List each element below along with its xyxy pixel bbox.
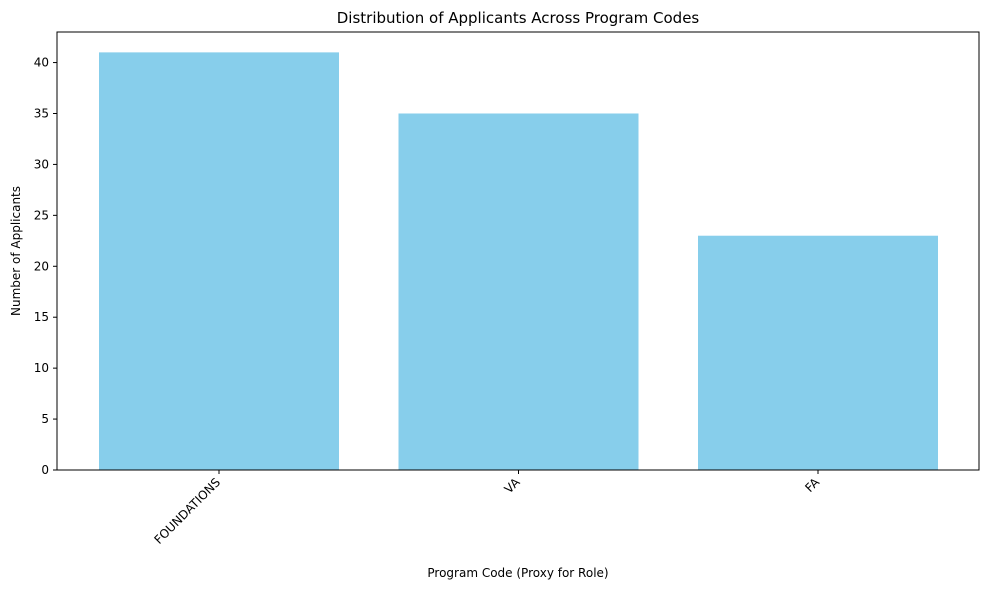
x-tick-label: VA [502, 475, 524, 497]
bar-fa [698, 235, 938, 470]
x-ticks-group: FOUNDATIONS VA FA [151, 470, 823, 547]
y-tick-label: 15 [34, 310, 49, 324]
y-tick-label: 20 [34, 259, 49, 273]
y-tick-label: 0 [41, 463, 49, 477]
y-ticks-group: 0 5 10 15 20 25 30 35 40 [34, 56, 57, 477]
y-tick-label: 10 [34, 361, 49, 375]
x-tick-label: FOUNDATIONS [151, 475, 223, 547]
y-tick-label: 40 [34, 56, 49, 70]
x-axis-label: Program Code (Proxy for Role) [427, 566, 608, 580]
y-tick-label: 5 [41, 412, 49, 426]
y-axis-label: Number of Applicants [9, 186, 23, 316]
bars-group [99, 52, 938, 470]
y-tick-label: 35 [34, 106, 49, 120]
plot-frame [56, 31, 980, 471]
chart-title: Distribution of Applicants Across Progra… [337, 9, 700, 27]
x-tick-label: FA [802, 475, 822, 495]
y-tick-label: 30 [34, 157, 49, 171]
bar-foundations [99, 52, 339, 470]
y-tick-label: 25 [34, 208, 49, 222]
bar-va [398, 113, 639, 470]
